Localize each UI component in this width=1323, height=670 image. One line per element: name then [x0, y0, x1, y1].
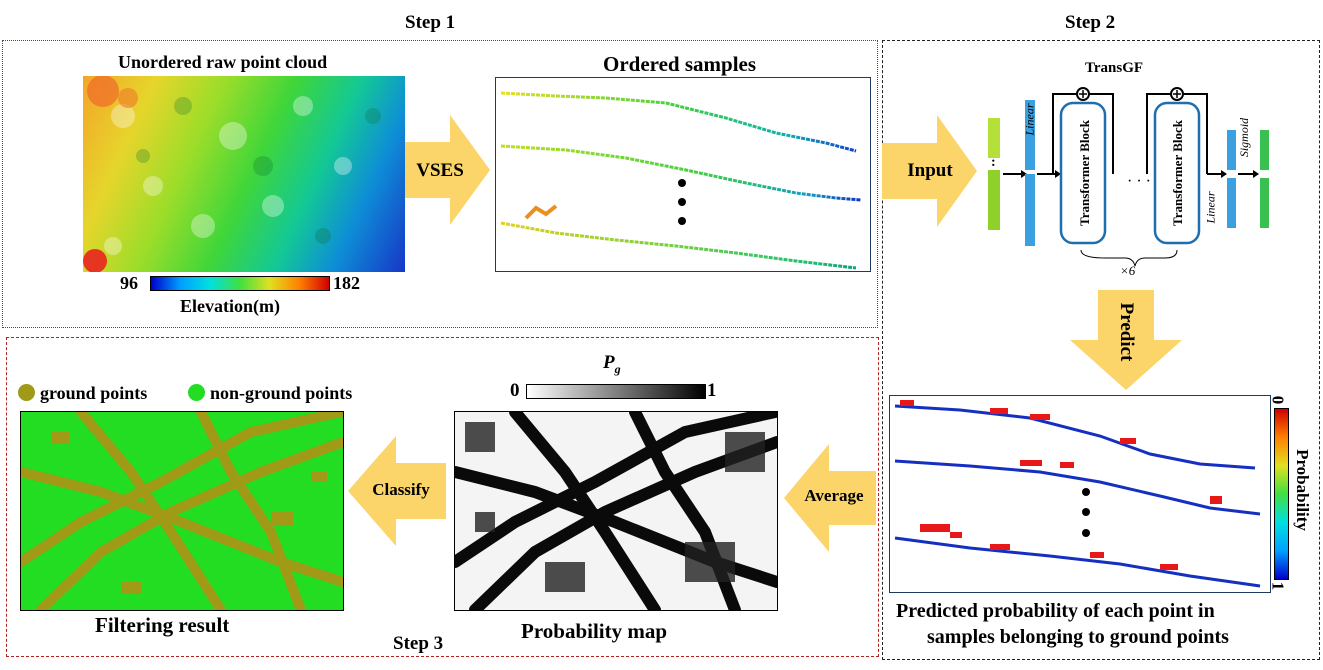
vses-label: VSES	[416, 160, 464, 181]
input-arrow	[882, 115, 977, 227]
linear-in-label: Linear	[1022, 103, 1037, 136]
sigmoid-label: Sigmoid	[1237, 117, 1252, 158]
average-label: Average	[804, 486, 864, 505]
nonground-legend-label: non-ground points	[210, 383, 353, 403]
ordered-samples-panel	[495, 77, 871, 272]
predict-arrow	[1070, 290, 1182, 390]
tb1-label: Transformer Block	[1077, 119, 1092, 227]
pg-max: 1	[707, 380, 717, 401]
pg-min: 0	[510, 380, 520, 401]
average-arrow	[784, 444, 876, 552]
tb2-label: Transformer Block	[1170, 119, 1185, 227]
colorbar-max: 182	[333, 273, 360, 293]
ground-legend-label: ground points	[40, 383, 148, 403]
prob-bottom: 1	[1268, 581, 1288, 591]
elevation-colorbar	[150, 276, 330, 291]
prediction-caption-line2: samples belonging to ground points	[927, 626, 1229, 648]
raw-point-cloud-image	[83, 76, 405, 272]
prob-top: 0	[1268, 395, 1288, 405]
vses-arrow	[405, 115, 490, 225]
raw-cloud-title: Unordered raw point cloud	[118, 52, 328, 72]
step3-title: Step 3	[393, 633, 444, 654]
ordered-samples-title: Ordered samples	[603, 52, 757, 76]
predict-label: Predict	[1116, 302, 1137, 362]
step3-frame	[6, 337, 879, 657]
repeat-label: ×6	[1120, 263, 1136, 278]
prediction-caption-line1: Predicted probability of each point in	[896, 600, 1215, 622]
pg-label-sub: g	[614, 361, 621, 376]
transgf-diagram: : · · ·	[988, 87, 1269, 267]
pg-label: Pg	[603, 352, 621, 377]
transgf-title: TransGF	[1085, 60, 1144, 76]
step2-title: Step 2	[1065, 12, 1116, 33]
ground-legend-dot	[18, 384, 35, 401]
colorbar-min: 96	[120, 273, 138, 293]
svg-text::: :	[991, 155, 996, 170]
nonground-legend-dot	[188, 384, 205, 401]
svg-text:· · ·: · · ·	[1127, 173, 1151, 190]
classify-arrow	[348, 436, 446, 546]
probability-map-image	[454, 411, 778, 611]
colorbar-label: Elevation(m)	[180, 296, 280, 316]
step1-title: Step 1	[405, 12, 456, 33]
prob-axis-label: Probability	[1293, 449, 1312, 531]
predicted-probability-panel	[889, 395, 1271, 593]
pg-label-main: P	[603, 352, 615, 373]
linear-out-label: Linear	[1203, 191, 1218, 224]
step2-frame	[882, 40, 1320, 660]
pg-colorbar	[526, 384, 706, 399]
probability-colorbar	[1274, 408, 1289, 580]
filtering-result-image	[20, 411, 344, 611]
probability-map-caption: Probability map	[521, 619, 668, 643]
filtering-result-caption: Filtering result	[95, 613, 230, 637]
step1-frame	[2, 40, 878, 328]
input-label: Input	[907, 160, 953, 181]
classify-label: Classify	[372, 480, 430, 499]
